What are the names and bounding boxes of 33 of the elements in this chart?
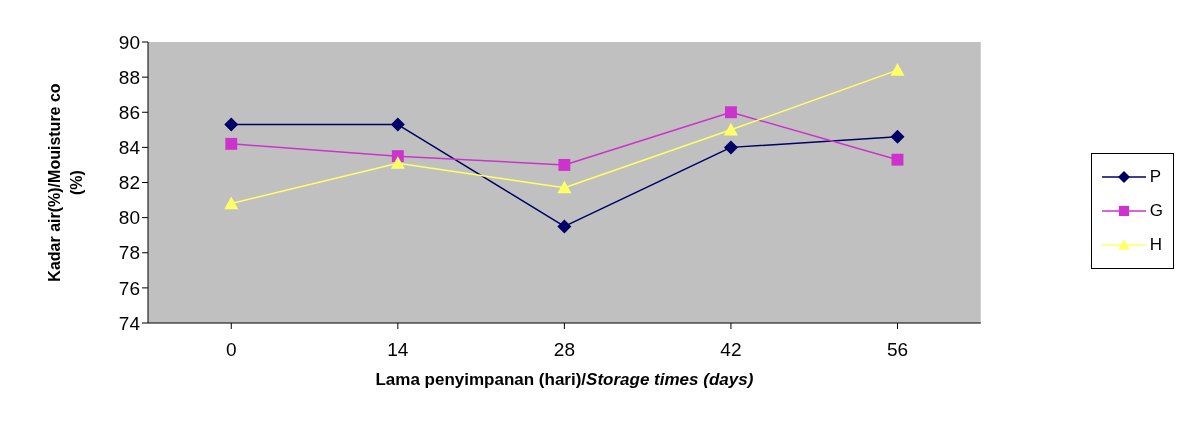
x-axis-title: Lama penyimpanan (hari)/Storage times (days): [375, 370, 754, 389]
y-tick-label: 86: [118, 102, 140, 123]
x-tick-label: 28: [553, 339, 575, 361]
y-tick-label: 90: [118, 31, 140, 53]
x-tick-label: 0: [225, 339, 237, 361]
point: [890, 129, 905, 144]
x-tick-label: 14: [387, 339, 409, 361]
point: [558, 158, 571, 171]
y-tick-label: 88: [118, 66, 140, 88]
point: [557, 219, 572, 234]
y-tick-label: 84: [118, 137, 141, 159]
legend-label: G: [1149, 200, 1163, 221]
x-tick-label: 56: [886, 339, 909, 361]
point: [723, 140, 738, 155]
legend-label: H: [1149, 234, 1163, 255]
y-tick-label: 82: [118, 172, 140, 194]
point: [557, 180, 572, 194]
point: [723, 122, 738, 136]
point: [225, 137, 238, 150]
point: [224, 117, 239, 132]
x-tick-label: 42: [720, 339, 742, 361]
point: [390, 156, 405, 169]
y-tick-label: 74: [118, 312, 141, 334]
y-tick-label: 78: [118, 242, 140, 264]
point: [390, 117, 405, 132]
point: [724, 106, 737, 119]
point: [224, 196, 239, 210]
point: [890, 63, 905, 76]
y-tick-label: 80: [118, 207, 140, 229]
legend-label: P: [1149, 166, 1162, 187]
y-tick-label: 76: [118, 277, 140, 299]
y-axis-title: Kadar air(%)/Mouisture co (%): [46, 83, 85, 282]
point: [891, 153, 904, 166]
